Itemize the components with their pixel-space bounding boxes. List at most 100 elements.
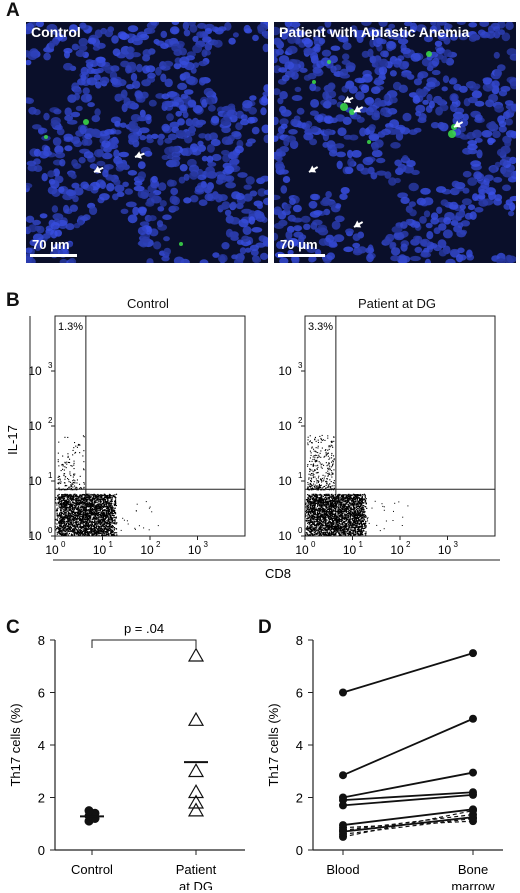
flow-event [83, 519, 85, 521]
flow-event [66, 515, 68, 517]
flow-event [102, 505, 104, 507]
nucleus [413, 127, 422, 133]
flow-event [68, 509, 70, 511]
nucleus [145, 226, 153, 235]
nucleus [197, 22, 207, 29]
nucleus [104, 29, 114, 38]
flow-event [78, 519, 80, 521]
flow-event [81, 519, 83, 521]
flow-event [74, 495, 76, 497]
flow-y-tick-exponent: 0 [48, 526, 53, 535]
nucleus [163, 60, 174, 68]
flow-event [64, 485, 66, 487]
nucleus [137, 161, 146, 170]
nucleus [400, 243, 408, 252]
nucleus [274, 88, 281, 96]
nucleus [509, 195, 516, 202]
nucleus [411, 169, 420, 175]
nucleus [387, 108, 398, 115]
nucleus [182, 111, 189, 119]
nucleus [189, 195, 199, 203]
flow-event [92, 510, 94, 512]
flow-event [76, 514, 78, 516]
flow-event [75, 521, 77, 523]
nucleus [466, 249, 473, 258]
flow-event [65, 489, 67, 491]
nucleus [398, 84, 408, 93]
flow-event [71, 530, 73, 532]
nucleus [274, 222, 284, 229]
flow-event [79, 514, 81, 516]
nucleus [299, 67, 308, 73]
flow-event [55, 510, 57, 512]
flow-event [107, 513, 109, 515]
flow-event [94, 528, 96, 530]
nucleus [499, 159, 508, 166]
flow-event [58, 505, 60, 507]
nucleus [252, 34, 259, 42]
nucleus [134, 180, 143, 186]
flow-event [327, 526, 329, 528]
flow-event [62, 522, 64, 524]
nucleus [69, 204, 78, 212]
flow-event [69, 481, 71, 483]
nucleus [426, 231, 434, 240]
flow-event [89, 495, 91, 497]
nucleus [283, 137, 290, 147]
flow-event [75, 499, 77, 501]
flow-event [330, 496, 332, 498]
flow-event [66, 530, 69, 532]
flow-event [62, 468, 64, 470]
flow-event [100, 519, 103, 521]
flow-event [88, 528, 90, 530]
nucleus [456, 22, 466, 25]
flow-event [88, 516, 90, 518]
nucleus [225, 228, 234, 238]
flow-event [63, 505, 65, 507]
flow-event [102, 529, 104, 531]
flow-event [101, 528, 103, 530]
flow-event [62, 530, 64, 532]
flow-event [77, 500, 79, 502]
flow-event [114, 534, 116, 536]
flow-event [103, 498, 105, 500]
flow-event [338, 530, 340, 532]
flow-event [62, 497, 64, 499]
nucleus [112, 48, 121, 57]
nucleus [389, 119, 400, 129]
flow-event [103, 531, 105, 533]
flow-event [90, 529, 93, 531]
flow-ylabel: IL-17 [5, 425, 20, 455]
flow-event [110, 511, 112, 513]
nucleus [59, 159, 66, 167]
nucleus [206, 144, 215, 153]
flow-event [60, 497, 62, 499]
il17-positive-cell [448, 130, 456, 138]
nucleus [445, 57, 455, 66]
nucleus [484, 174, 494, 182]
flow-event [92, 533, 94, 535]
flow-event [95, 499, 97, 501]
flow-event [106, 521, 108, 523]
flow-event [86, 494, 88, 496]
flow-event [77, 509, 79, 511]
flow-event [109, 515, 111, 517]
flow-event [95, 530, 97, 532]
flow-event [91, 514, 93, 516]
flow-event [60, 519, 62, 521]
flow-event [101, 533, 103, 535]
flow-event [82, 529, 84, 531]
flow-event [73, 494, 75, 496]
flow-event [64, 466, 66, 468]
nucleus [479, 22, 490, 27]
flow-event [74, 531, 76, 533]
flow-event [333, 521, 335, 523]
flow-x-tick-exponent: 2 [156, 540, 161, 549]
flow-event [71, 504, 73, 506]
nucleus [309, 138, 318, 146]
flow-event [103, 501, 105, 503]
flow-event [315, 497, 317, 500]
flow-event [95, 509, 97, 511]
flow-event [72, 480, 74, 482]
nucleus [303, 74, 312, 81]
